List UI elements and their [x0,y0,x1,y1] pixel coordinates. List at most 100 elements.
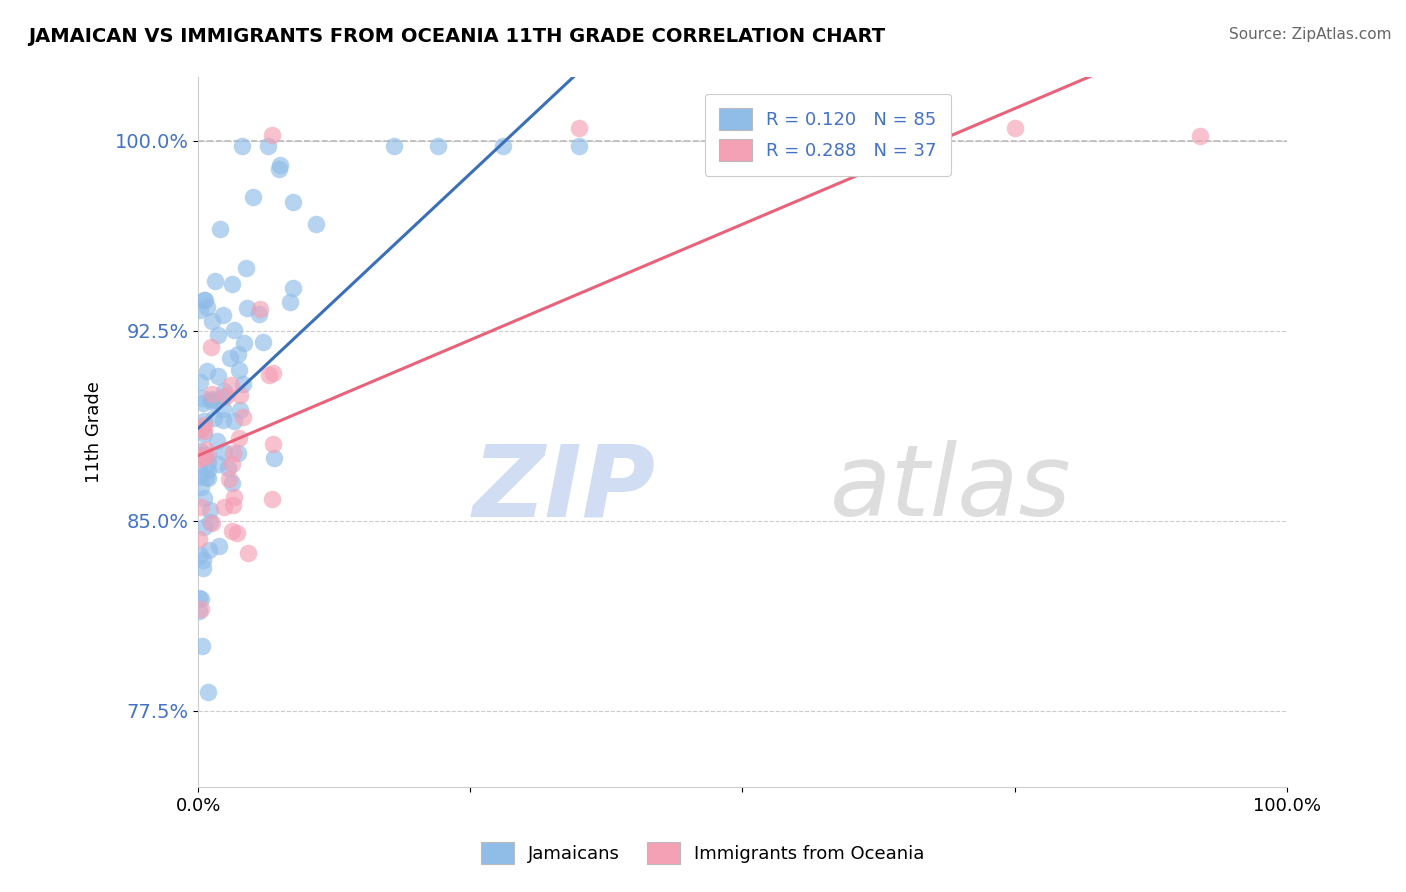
Point [278,295,301,310]
Point [235,301,257,315]
Point [193,448,215,462]
Point [232,410,254,425]
Point [195,442,218,457]
Point [191,391,214,405]
Point [208,540,231,554]
Point [188,548,211,562]
Point [190,449,212,463]
Point [242,190,264,204]
Point [221,524,243,539]
Point [219,377,242,392]
Point [188,451,211,466]
Point [200,340,222,354]
Legend: R = 0.120   N = 85, R = 0.288   N = 37: R = 0.120 N = 85, R = 0.288 N = 37 [704,94,950,176]
Point [252,334,274,349]
Text: ZIP: ZIP [472,441,655,537]
Point [228,347,250,361]
Point [195,470,218,484]
Point [786,121,808,136]
Point [190,450,212,464]
Point [197,448,219,462]
Point [207,457,229,471]
Point [262,491,284,506]
Point [263,451,285,466]
Point [222,414,245,428]
Point [212,445,235,459]
Point [193,395,215,409]
Point [221,457,243,471]
Point [200,503,222,517]
Point [188,604,211,618]
Point [214,389,236,403]
Point [228,363,250,377]
Point [205,434,228,448]
Point [212,384,235,399]
Point [262,436,284,450]
Point [283,281,305,295]
Point [195,449,218,463]
Point [188,532,211,546]
Point [190,470,212,484]
Point [212,402,235,417]
Point [193,414,215,428]
Point [382,139,405,153]
Point [191,639,214,653]
Point [269,159,291,173]
Point [262,128,284,142]
Point [211,309,233,323]
Point [193,520,215,534]
Point [197,455,219,469]
Point [188,591,211,606]
Point [202,393,225,408]
Point [197,463,219,477]
Point [190,480,212,494]
Point [190,591,212,606]
Point [191,561,214,575]
Point [568,139,591,153]
Point [1188,128,1211,143]
Point [235,261,257,276]
Point [188,423,211,437]
Point [229,388,252,402]
Point [201,516,224,531]
Point [228,431,250,445]
Point [256,139,278,153]
Point [195,364,218,378]
Point [259,368,281,383]
Point [233,335,256,350]
Point [193,491,215,505]
Point [222,323,245,337]
Point [194,293,217,308]
Point [229,402,252,417]
Legend: Jamaicans, Immigrants from Oceania: Jamaicans, Immigrants from Oceania [467,828,939,879]
Point [188,443,211,458]
Point [222,446,245,460]
Point [188,303,211,318]
Point [200,393,222,408]
Point [221,476,243,491]
Point [249,302,271,317]
Point [198,515,221,529]
Point [283,194,305,209]
Point [207,327,229,342]
Point [212,390,235,404]
Point [226,445,249,459]
Point [236,546,259,560]
Point [426,139,449,153]
Point [1004,121,1026,136]
Point [262,366,284,380]
Point [201,386,224,401]
Point [225,526,247,541]
Point [190,500,212,514]
Point [217,461,239,475]
Point [710,139,733,153]
Point [195,300,218,314]
Point [190,602,212,616]
Text: Source: ZipAtlas.com: Source: ZipAtlas.com [1229,27,1392,42]
Point [208,222,231,236]
Point [193,418,215,433]
Y-axis label: 11th Grade: 11th Grade [86,381,103,483]
Point [193,427,215,442]
Point [492,139,515,153]
Point [197,471,219,485]
